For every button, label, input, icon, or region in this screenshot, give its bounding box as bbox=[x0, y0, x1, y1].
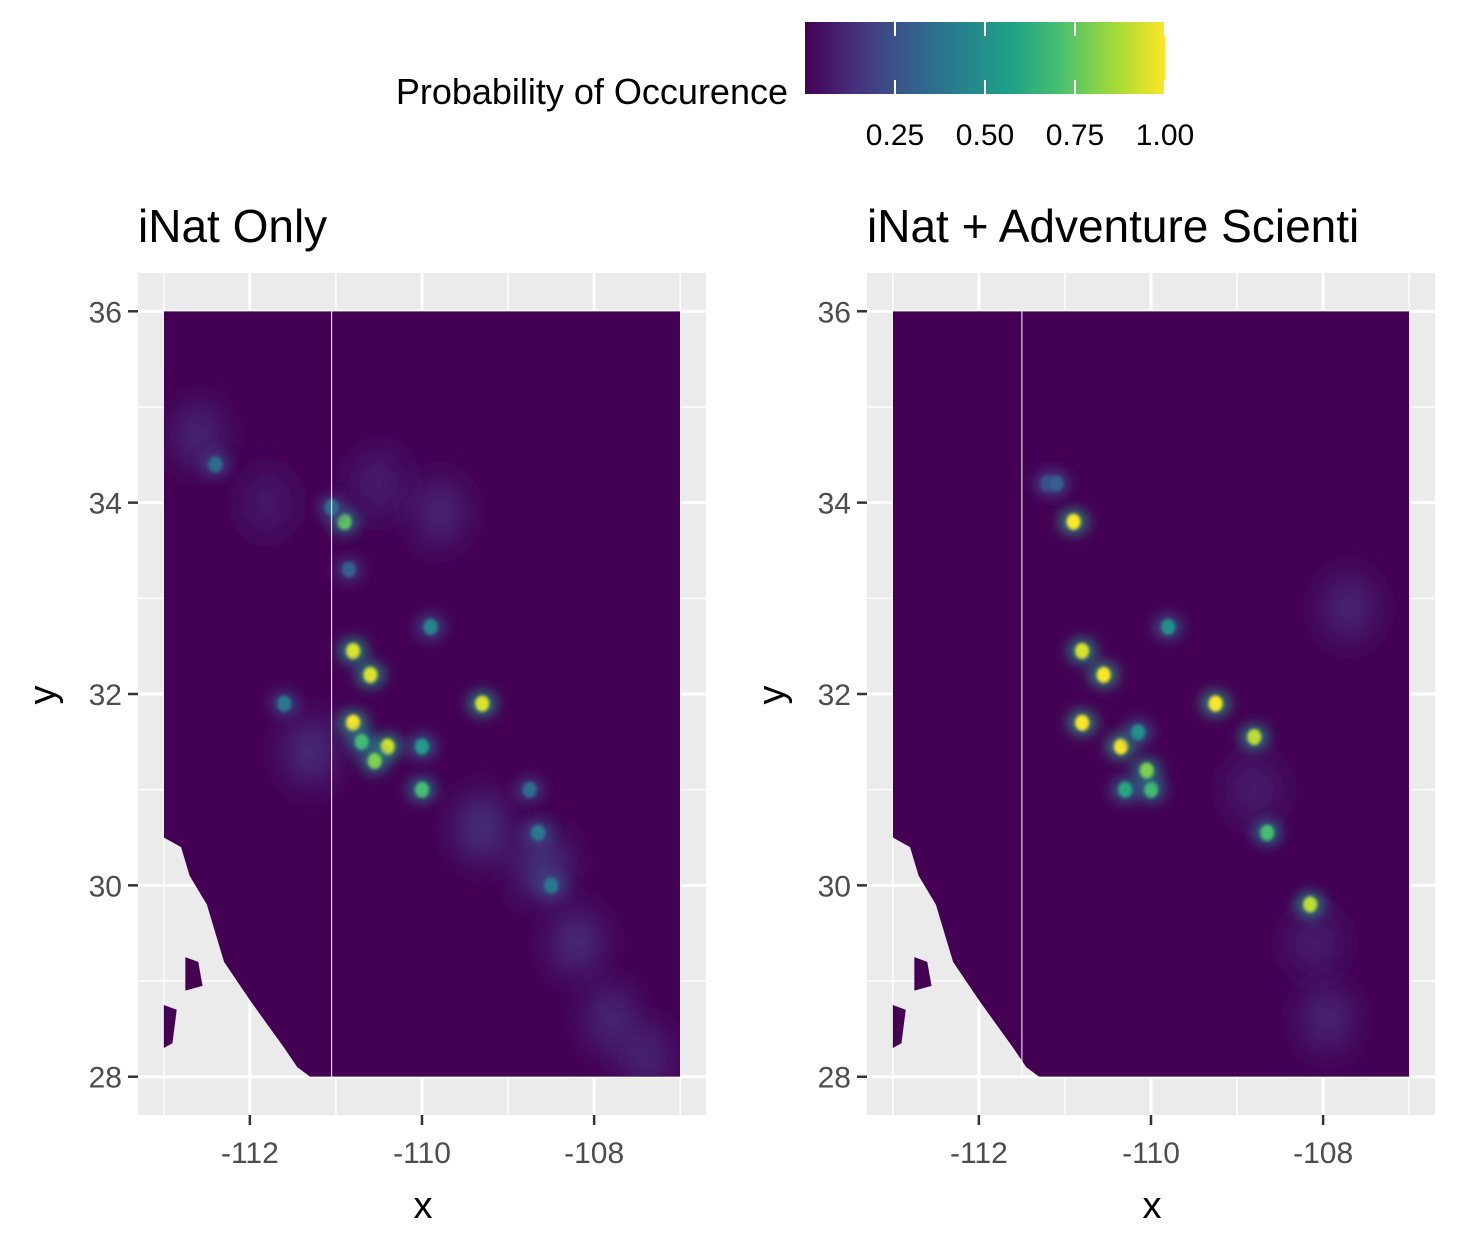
raster-island bbox=[914, 957, 932, 991]
raster-hotspot bbox=[337, 513, 352, 530]
raster-diffuse bbox=[172, 401, 225, 470]
raster-hotspot bbox=[1144, 781, 1158, 798]
raster-hotspot bbox=[1131, 724, 1146, 741]
raster-diffuse bbox=[619, 1023, 672, 1077]
raster-hotspot bbox=[1247, 729, 1262, 746]
x-tick-label: -110 bbox=[393, 1137, 451, 1170]
colorbar-legend: Probability of Occurence 0.25 0.50 0.75 1.0… bbox=[396, 22, 1194, 152]
raster-hotspot bbox=[1118, 781, 1133, 798]
raster-island bbox=[163, 1004, 177, 1049]
y-tick-label: 32 bbox=[89, 679, 122, 712]
raster-hotspot bbox=[423, 619, 438, 636]
raster-hotspot bbox=[354, 733, 369, 750]
x-tick-label: -112 bbox=[221, 1137, 279, 1170]
raster bbox=[892, 311, 1410, 1077]
x-axis-label: x bbox=[1143, 1185, 1162, 1227]
raster-diffuse bbox=[1301, 985, 1354, 1054]
raster-diffuse bbox=[1288, 908, 1341, 977]
raster-hotspot bbox=[208, 456, 223, 473]
raster-hotspot bbox=[1208, 695, 1223, 712]
raster-island bbox=[185, 957, 203, 991]
colorbar-tick-label: 0.75 bbox=[1046, 119, 1104, 152]
y-tick-label: 32 bbox=[818, 679, 851, 712]
panel-title: iNat Only bbox=[138, 200, 327, 252]
y-axis-label: y bbox=[22, 686, 64, 705]
y-tick-label: 34 bbox=[89, 488, 122, 521]
raster-hotspot bbox=[1139, 762, 1154, 779]
x-tick-label: -108 bbox=[564, 1137, 624, 1170]
raster-hotspot bbox=[363, 666, 378, 683]
x-axis-label: x bbox=[414, 1185, 433, 1227]
raster-hotspot bbox=[380, 738, 395, 755]
raster-diffuse bbox=[352, 449, 405, 518]
colorbar-tick-label: 0.50 bbox=[956, 119, 1014, 152]
raster-hotspot bbox=[1096, 666, 1111, 683]
plot-area: -112 -110 -108 28 30 32 34 36 bbox=[818, 273, 1435, 1170]
raster-diffuse bbox=[550, 908, 603, 977]
raster bbox=[163, 311, 681, 1077]
raster-diffuse bbox=[284, 717, 337, 786]
plot-area: -112 -110 -108 28 30 32 34 36 bbox=[89, 273, 706, 1170]
raster-diffuse bbox=[1228, 755, 1281, 824]
raster-island bbox=[892, 1004, 906, 1049]
raster-base bbox=[163, 311, 681, 1077]
y-tick-label: 28 bbox=[89, 1062, 122, 1095]
y-tick-label: 30 bbox=[89, 870, 122, 903]
y-tick-label: 28 bbox=[818, 1062, 851, 1095]
raster-hotspot bbox=[522, 781, 537, 798]
raster-hotspot bbox=[1075, 714, 1090, 731]
raster-hotspot bbox=[1066, 513, 1081, 530]
raster-hotspot bbox=[1161, 619, 1176, 636]
x-tick-label: -108 bbox=[1293, 1137, 1353, 1170]
raster-hotspot bbox=[415, 738, 429, 755]
x-tick-label: -112 bbox=[950, 1137, 1008, 1170]
raster-hotspot bbox=[1303, 896, 1318, 913]
raster-hotspot bbox=[1049, 475, 1064, 492]
raster-hotspot bbox=[1113, 738, 1128, 755]
raster-hotspot bbox=[1075, 642, 1090, 659]
raster-diffuse bbox=[413, 478, 466, 547]
raster-diffuse bbox=[241, 468, 294, 537]
x-tick-label: -110 bbox=[1122, 1137, 1180, 1170]
raster-diffuse bbox=[1322, 573, 1375, 642]
raster-hotspot bbox=[277, 695, 292, 712]
raster-hotspot bbox=[1260, 824, 1275, 841]
y-tick-label: 30 bbox=[818, 870, 851, 903]
raster-hotspot bbox=[531, 824, 546, 841]
raster-hotspot bbox=[341, 561, 356, 578]
raster-hotspot bbox=[346, 642, 361, 659]
raster-diffuse bbox=[456, 793, 509, 862]
y-tick-label: 34 bbox=[818, 488, 851, 521]
y-tick-label: 36 bbox=[89, 296, 122, 329]
legend-title: Probability of Occurence bbox=[396, 71, 788, 112]
raster-diffuse bbox=[585, 985, 638, 1054]
y-axis-label: y bbox=[751, 686, 793, 705]
y-tick-label: 36 bbox=[818, 296, 851, 329]
colorbar-ticks: 0.25 0.50 0.75 1.00 bbox=[866, 22, 1194, 152]
raster-hotspot bbox=[415, 781, 429, 798]
panel-inat-adventure: iNat + Adventure Scienti -112 -110 -108 28 3… bbox=[751, 200, 1435, 1227]
raster-hotspot bbox=[346, 714, 361, 731]
colorbar-tick-label: 1.00 bbox=[1136, 119, 1194, 152]
raster-hotspot bbox=[475, 695, 490, 712]
raster-hotspot bbox=[544, 877, 559, 894]
raster-hotspot bbox=[367, 752, 382, 769]
panel-title: iNat + Adventure Scienti bbox=[867, 200, 1359, 252]
panel-inat-only: iNat Only -112 -110 -108 28 30 32 34 36 x y bbox=[22, 200, 706, 1227]
colorbar-tick-label: 0.25 bbox=[866, 119, 924, 152]
